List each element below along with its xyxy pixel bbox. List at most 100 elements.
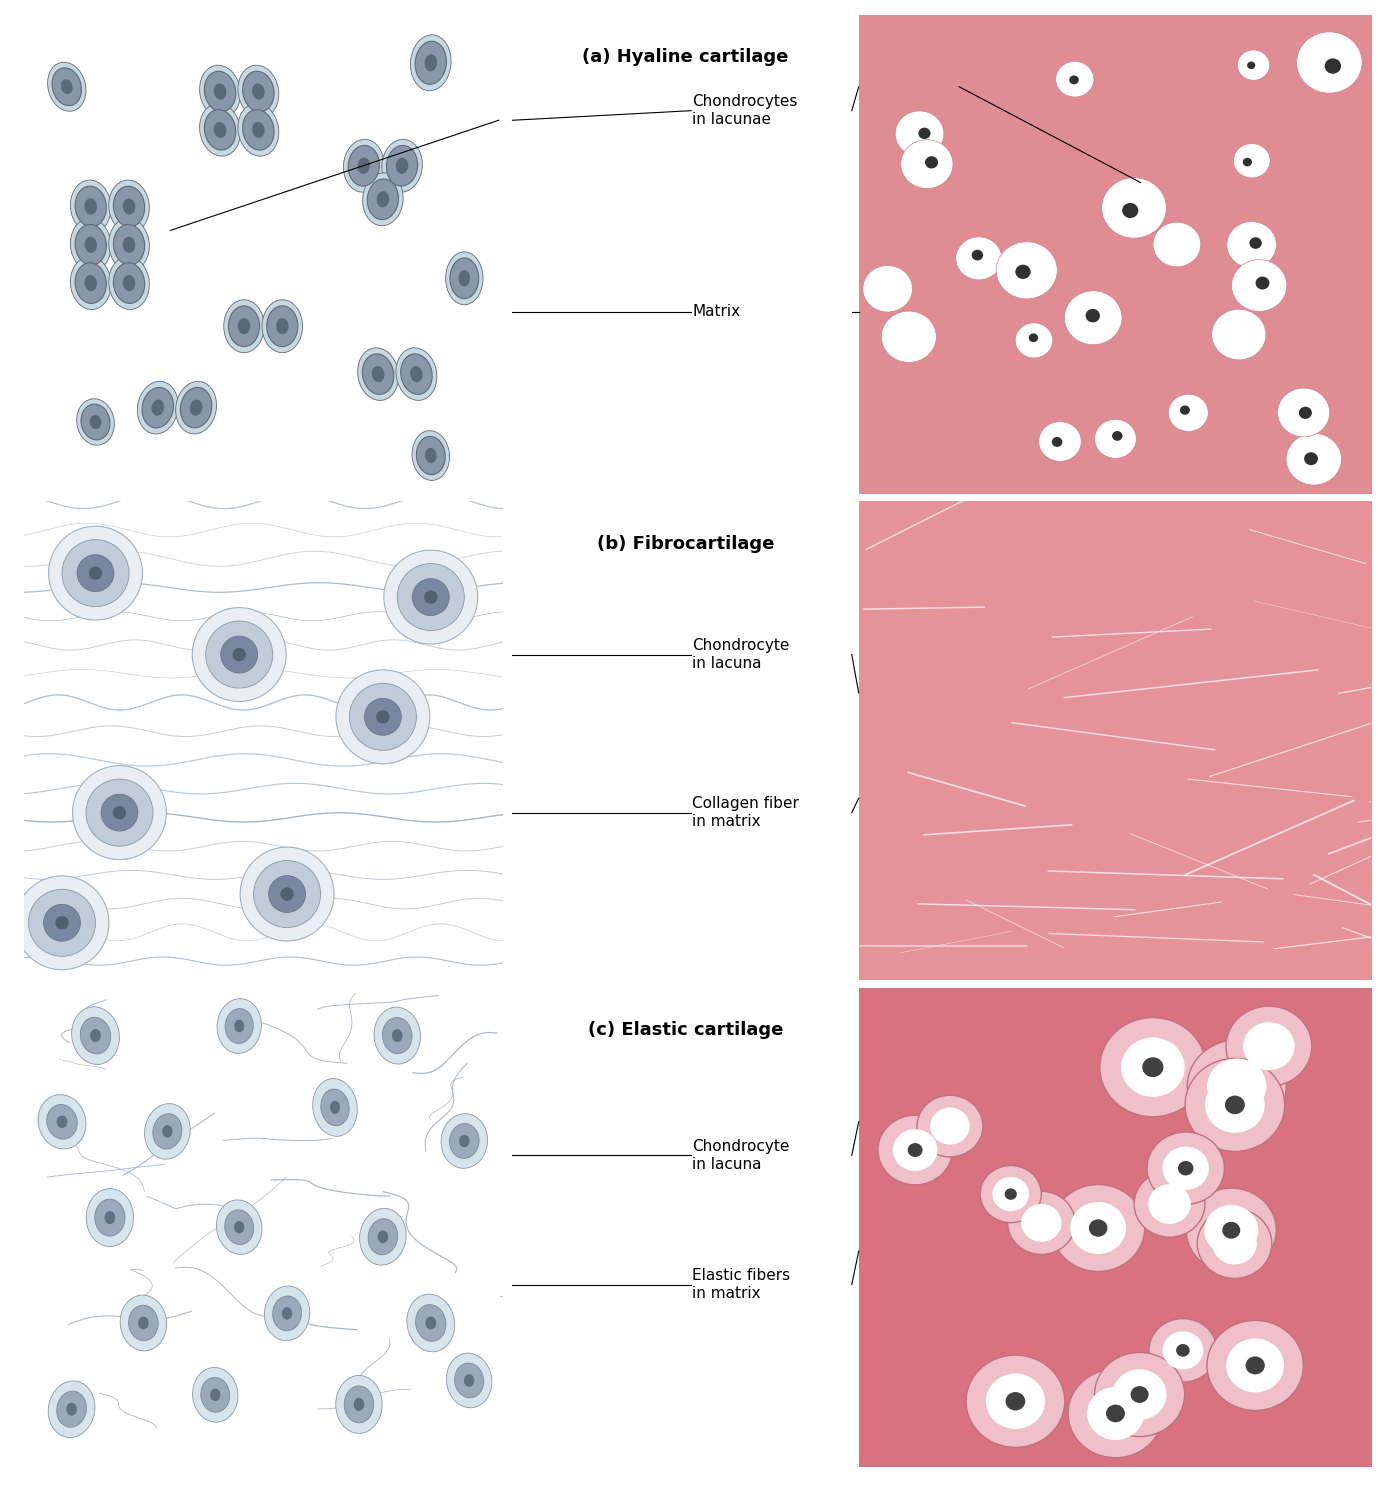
Ellipse shape (238, 104, 278, 156)
Ellipse shape (276, 319, 288, 335)
Ellipse shape (377, 191, 389, 207)
Ellipse shape (90, 1029, 101, 1042)
Ellipse shape (143, 387, 173, 427)
Circle shape (863, 265, 913, 313)
Ellipse shape (53, 68, 82, 106)
Ellipse shape (313, 1078, 357, 1136)
Ellipse shape (262, 299, 302, 353)
Circle shape (881, 311, 936, 362)
Circle shape (280, 887, 294, 901)
Ellipse shape (458, 270, 470, 286)
Circle shape (55, 916, 69, 929)
Ellipse shape (75, 262, 107, 304)
Circle shape (967, 1355, 1065, 1447)
Circle shape (1150, 1319, 1217, 1382)
Circle shape (1154, 222, 1201, 267)
Circle shape (1064, 290, 1122, 345)
Ellipse shape (109, 219, 150, 271)
Ellipse shape (382, 140, 422, 192)
Circle shape (1206, 1321, 1303, 1410)
Circle shape (1069, 76, 1079, 85)
Circle shape (1148, 1184, 1191, 1224)
Ellipse shape (242, 110, 274, 150)
Ellipse shape (396, 158, 409, 174)
Circle shape (1112, 1370, 1166, 1419)
Ellipse shape (446, 252, 483, 305)
Ellipse shape (109, 180, 150, 232)
Circle shape (1021, 1205, 1062, 1242)
Ellipse shape (66, 1403, 76, 1416)
Ellipse shape (138, 1316, 148, 1330)
Ellipse shape (283, 1307, 292, 1319)
Ellipse shape (446, 1354, 492, 1407)
Ellipse shape (224, 299, 265, 353)
Circle shape (956, 237, 1001, 280)
Ellipse shape (417, 436, 445, 475)
Circle shape (337, 670, 429, 764)
Ellipse shape (378, 1230, 388, 1243)
Ellipse shape (72, 1007, 119, 1065)
Ellipse shape (120, 1295, 166, 1351)
Ellipse shape (229, 305, 259, 347)
Ellipse shape (252, 122, 265, 138)
Circle shape (397, 563, 464, 631)
Ellipse shape (386, 146, 418, 186)
Circle shape (1055, 61, 1094, 97)
Ellipse shape (416, 42, 446, 85)
Circle shape (996, 241, 1057, 299)
Ellipse shape (114, 225, 144, 265)
Circle shape (384, 549, 478, 645)
Circle shape (1006, 1392, 1025, 1410)
Circle shape (253, 861, 320, 928)
Ellipse shape (176, 381, 216, 433)
Circle shape (1179, 1161, 1194, 1175)
Circle shape (1245, 1356, 1265, 1374)
Ellipse shape (357, 348, 399, 401)
Circle shape (907, 1144, 922, 1157)
Ellipse shape (343, 140, 384, 192)
Circle shape (1227, 222, 1277, 268)
Text: (b) Fibrocartilage: (b) Fibrocartilage (597, 535, 774, 552)
Ellipse shape (217, 999, 262, 1053)
Circle shape (1205, 1077, 1265, 1133)
Ellipse shape (425, 54, 438, 71)
Circle shape (1051, 436, 1062, 447)
Ellipse shape (180, 387, 212, 427)
Circle shape (1120, 1038, 1184, 1097)
Circle shape (1324, 58, 1341, 74)
Ellipse shape (425, 448, 436, 463)
Circle shape (1226, 1007, 1312, 1087)
Text: Matrix: Matrix (692, 304, 741, 319)
Circle shape (1224, 1096, 1245, 1114)
Ellipse shape (410, 366, 422, 383)
Circle shape (1226, 1339, 1284, 1392)
Ellipse shape (353, 1398, 364, 1412)
Ellipse shape (321, 1088, 349, 1126)
Ellipse shape (137, 381, 179, 433)
Circle shape (1242, 158, 1252, 167)
Circle shape (1101, 177, 1166, 238)
Ellipse shape (48, 1380, 96, 1437)
Circle shape (1212, 310, 1266, 360)
Circle shape (1086, 308, 1100, 323)
Ellipse shape (94, 1199, 125, 1236)
Circle shape (1180, 405, 1190, 415)
Circle shape (1296, 31, 1361, 94)
Ellipse shape (392, 1029, 403, 1042)
Circle shape (1287, 433, 1342, 485)
Ellipse shape (199, 104, 241, 156)
Circle shape (1008, 1191, 1075, 1254)
Ellipse shape (211, 1389, 220, 1401)
Text: Collagen fiber
in matrix: Collagen fiber in matrix (692, 797, 799, 829)
Circle shape (1051, 1185, 1144, 1272)
Circle shape (1147, 1132, 1224, 1205)
Ellipse shape (400, 354, 432, 395)
Circle shape (1212, 1222, 1258, 1264)
Circle shape (981, 1166, 1042, 1222)
Ellipse shape (348, 146, 379, 186)
Circle shape (240, 847, 334, 941)
Circle shape (1249, 237, 1262, 249)
Circle shape (1256, 277, 1270, 289)
Circle shape (1299, 406, 1312, 418)
Ellipse shape (123, 198, 136, 214)
